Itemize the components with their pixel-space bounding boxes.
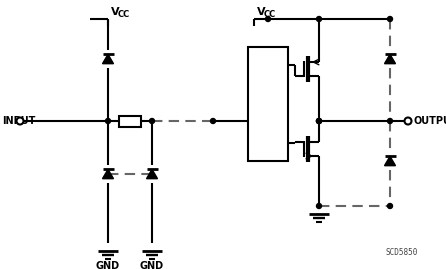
Circle shape bbox=[149, 119, 154, 123]
Bar bbox=[248, 47, 288, 161]
Text: GND: GND bbox=[140, 261, 164, 269]
Polygon shape bbox=[384, 54, 396, 64]
Circle shape bbox=[17, 118, 24, 125]
Text: OUTPUT: OUTPUT bbox=[414, 116, 446, 126]
Circle shape bbox=[388, 204, 392, 208]
Text: CC: CC bbox=[118, 10, 130, 19]
Text: CC: CC bbox=[264, 10, 276, 19]
Circle shape bbox=[317, 204, 322, 208]
Polygon shape bbox=[103, 54, 113, 64]
Bar bbox=[119, 115, 141, 126]
Circle shape bbox=[317, 119, 322, 123]
Circle shape bbox=[388, 119, 392, 123]
Text: GND: GND bbox=[96, 261, 120, 269]
Polygon shape bbox=[103, 169, 113, 179]
Circle shape bbox=[388, 16, 392, 22]
Text: V: V bbox=[257, 7, 266, 17]
Circle shape bbox=[211, 119, 215, 123]
Text: INPUT: INPUT bbox=[2, 116, 35, 126]
Circle shape bbox=[405, 118, 412, 125]
Circle shape bbox=[317, 16, 322, 22]
Text: SCD5850: SCD5850 bbox=[386, 248, 418, 257]
Circle shape bbox=[317, 119, 322, 123]
Circle shape bbox=[317, 119, 322, 123]
Text: V: V bbox=[111, 7, 120, 17]
Circle shape bbox=[106, 119, 111, 123]
Circle shape bbox=[265, 16, 271, 22]
Polygon shape bbox=[146, 169, 157, 179]
Polygon shape bbox=[384, 156, 396, 166]
